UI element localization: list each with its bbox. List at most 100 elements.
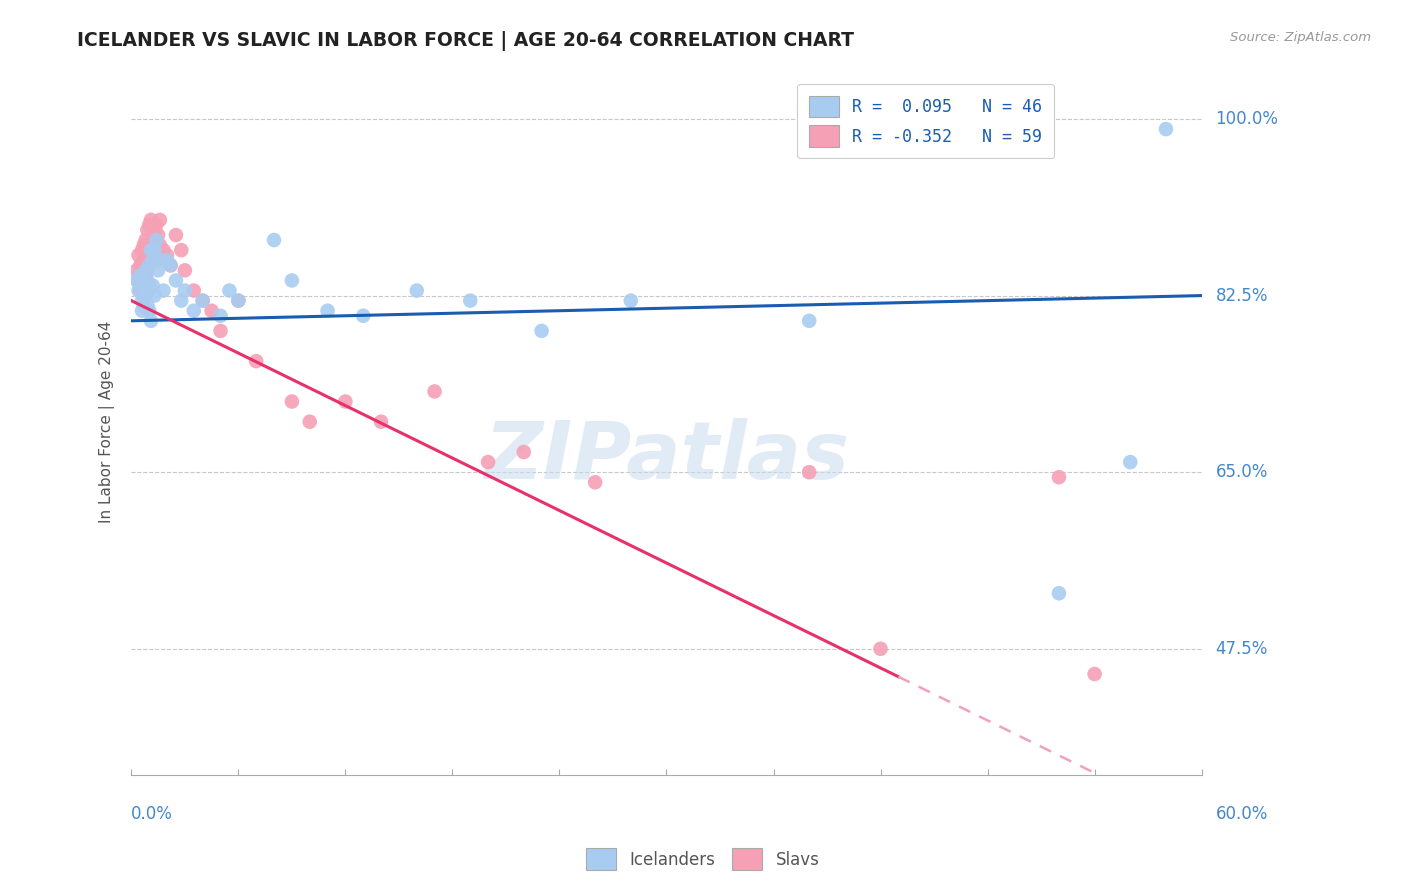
Point <box>423 384 446 399</box>
Point <box>191 293 214 308</box>
Point <box>135 233 157 247</box>
Point <box>405 284 427 298</box>
Point <box>125 273 148 287</box>
Point <box>131 293 153 308</box>
Point <box>142 253 165 268</box>
Point <box>201 303 224 318</box>
Point <box>335 394 357 409</box>
Point <box>799 465 821 479</box>
Point <box>209 324 232 338</box>
Point <box>138 303 160 318</box>
Text: Source: ZipAtlas.com: Source: ZipAtlas.com <box>1230 31 1371 45</box>
Point <box>170 243 193 257</box>
Point <box>228 293 250 308</box>
Point <box>530 324 553 338</box>
Point <box>131 258 153 272</box>
Point <box>149 238 172 252</box>
Point <box>458 293 481 308</box>
Point <box>127 284 149 298</box>
Point <box>139 314 162 328</box>
Point <box>131 273 153 287</box>
Point <box>132 278 155 293</box>
Point <box>143 288 166 302</box>
Point <box>159 258 181 272</box>
Point <box>135 268 157 283</box>
Point <box>165 227 187 242</box>
Point <box>138 218 160 232</box>
Point <box>869 641 891 656</box>
Point <box>183 284 205 298</box>
Point <box>138 258 160 272</box>
Legend: R =  0.095   N = 46, R = -0.352   N = 59: R = 0.095 N = 46, R = -0.352 N = 59 <box>797 84 1054 159</box>
Point <box>620 293 643 308</box>
Point <box>129 284 152 298</box>
Point <box>281 394 304 409</box>
Point <box>139 243 162 257</box>
Point <box>138 258 160 272</box>
Text: ZIPatlas: ZIPatlas <box>484 418 849 496</box>
Point <box>139 213 162 227</box>
Point <box>146 248 169 262</box>
Legend: Icelanders, Slavs: Icelanders, Slavs <box>579 842 827 877</box>
Text: 100.0%: 100.0% <box>1216 110 1278 128</box>
Point <box>136 299 159 313</box>
Text: 82.5%: 82.5% <box>1216 286 1268 304</box>
Point <box>245 354 267 368</box>
Point <box>132 238 155 252</box>
Point <box>281 273 304 287</box>
Text: 47.5%: 47.5% <box>1216 640 1268 657</box>
Point <box>125 263 148 277</box>
Point <box>173 284 195 298</box>
Point <box>799 314 821 328</box>
Point <box>135 248 157 262</box>
Point <box>143 243 166 257</box>
Text: 65.0%: 65.0% <box>1216 463 1268 481</box>
Point <box>142 278 165 293</box>
Point <box>145 233 167 247</box>
Point <box>136 273 159 287</box>
Point <box>583 475 606 490</box>
Point <box>127 248 149 262</box>
Point <box>143 227 166 242</box>
Point <box>159 258 181 272</box>
Point <box>132 288 155 302</box>
Point <box>145 218 167 232</box>
Point <box>191 293 214 308</box>
Point <box>1047 586 1070 600</box>
Point <box>477 455 499 469</box>
Point <box>209 309 232 323</box>
Point <box>135 263 157 277</box>
Point <box>183 303 205 318</box>
Point <box>138 278 160 293</box>
Point <box>316 303 339 318</box>
Text: ICELANDER VS SLAVIC IN LABOR FORCE | AGE 20-64 CORRELATION CHART: ICELANDER VS SLAVIC IN LABOR FORCE | AGE… <box>77 31 855 51</box>
Point <box>156 253 179 268</box>
Point <box>129 273 152 287</box>
Point <box>352 309 374 323</box>
Point <box>152 243 174 257</box>
Point <box>132 253 155 268</box>
Point <box>152 284 174 298</box>
Point <box>142 223 165 237</box>
Point <box>136 243 159 257</box>
Point <box>131 303 153 318</box>
Point <box>513 445 536 459</box>
Y-axis label: In Labor Force | Age 20-64: In Labor Force | Age 20-64 <box>100 320 115 523</box>
Point <box>139 238 162 252</box>
Point <box>143 253 166 268</box>
Point <box>156 248 179 262</box>
Point <box>263 233 285 247</box>
Point <box>1119 455 1142 469</box>
Point <box>370 415 392 429</box>
Point <box>132 299 155 313</box>
Point <box>131 243 153 257</box>
Point <box>149 253 172 268</box>
Point <box>129 258 152 272</box>
Point <box>135 284 157 298</box>
Point <box>218 284 240 298</box>
Point <box>142 253 165 268</box>
Text: 0.0%: 0.0% <box>131 805 173 823</box>
Point <box>1154 122 1177 136</box>
Point <box>138 284 160 298</box>
Point <box>173 263 195 277</box>
